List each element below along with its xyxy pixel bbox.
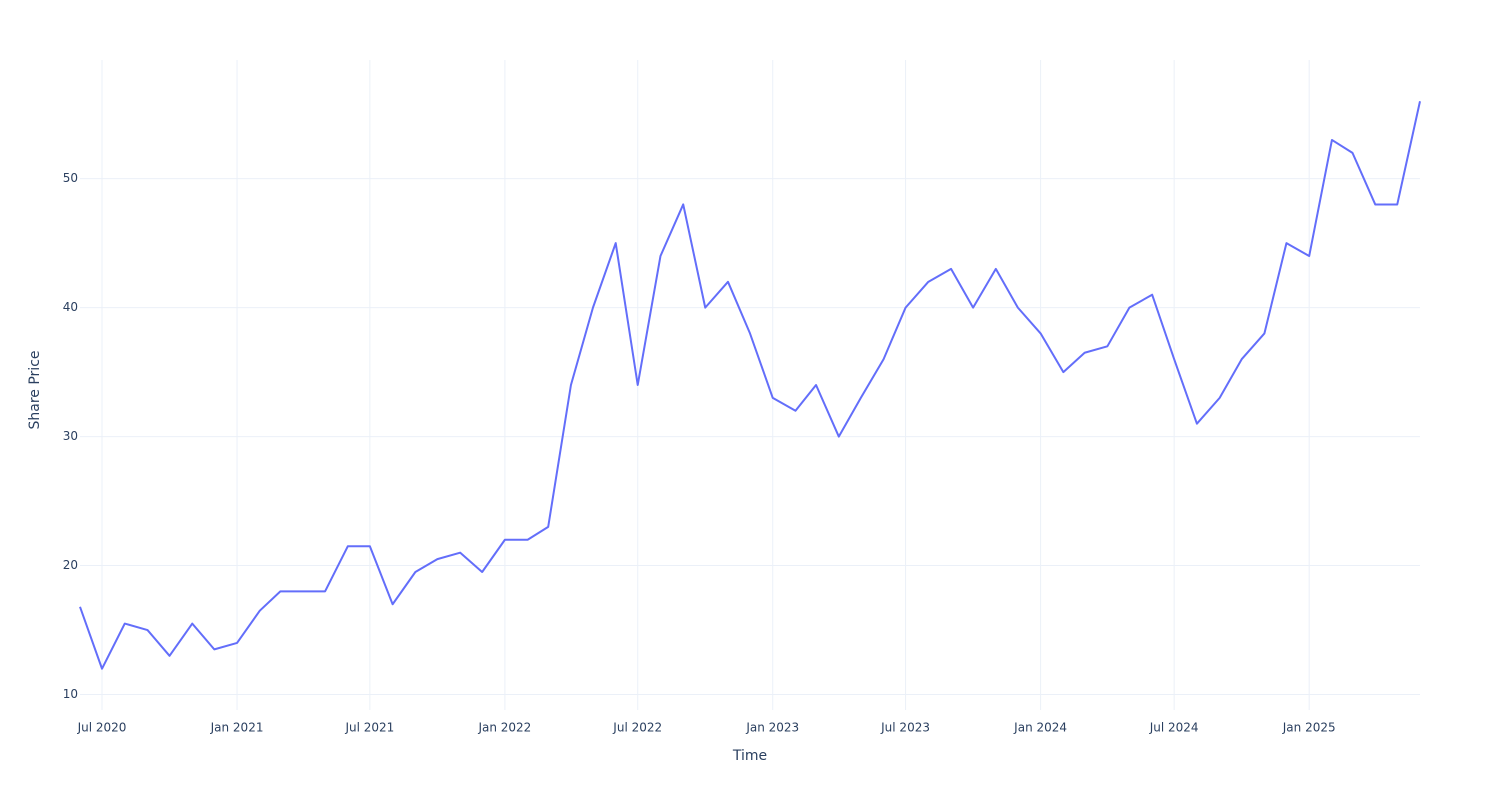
x-tick-label: Jul 2024 [1149, 721, 1199, 735]
x-tick-label: Jul 2023 [880, 721, 930, 735]
y-tick-label: 30 [63, 429, 78, 443]
x-tick-label: Jan 2024 [1013, 721, 1067, 735]
x-tick-label: Jul 2021 [344, 721, 394, 735]
y-tick-label: 10 [63, 687, 78, 701]
y-tick-label: 50 [63, 171, 78, 185]
x-tick-label: Jul 2022 [612, 721, 662, 735]
x-tick-label: Jan 2025 [1282, 721, 1336, 735]
y-axis-title: Share Price [27, 350, 43, 429]
x-tick-label: Jan 2023 [745, 721, 799, 735]
x-tick-label: Jan 2022 [477, 721, 531, 735]
y-tick-label: 40 [63, 300, 78, 314]
y-tick-label: 20 [63, 558, 78, 572]
x-axis-title: Time [732, 748, 767, 764]
data-line [79, 101, 1421, 670]
x-tick-label: Jan 2021 [210, 721, 264, 735]
x-tick-label: Jul 2020 [77, 721, 127, 735]
